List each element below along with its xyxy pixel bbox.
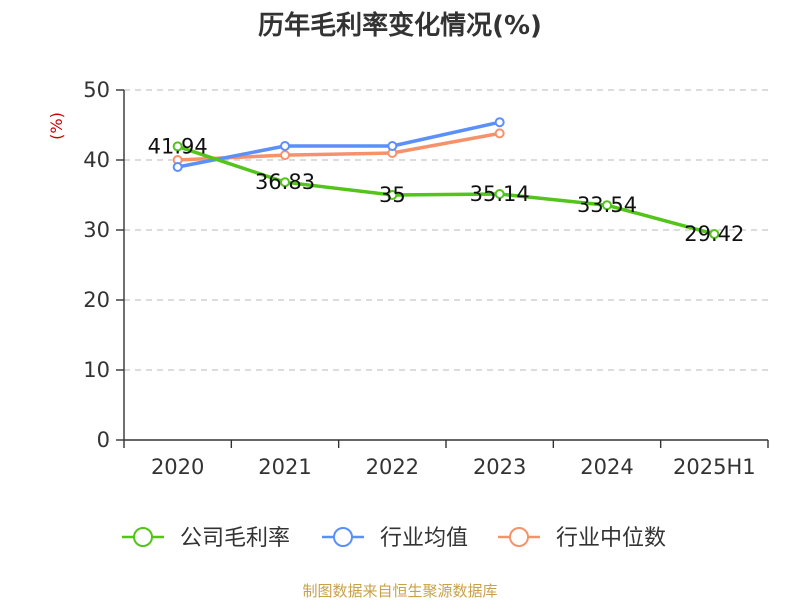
series-3-point-2023 <box>494 128 505 139</box>
series-1-point-2025H1 <box>709 229 720 240</box>
y-tick-label-20: 20 <box>83 288 110 312</box>
axes: 0 10 20 30 40 50 2020 2021 2022 2023 2024 2025H1 <box>83 78 769 479</box>
legend-marker <box>509 527 529 547</box>
x-tick-label-2020: 2020 <box>151 455 204 479</box>
legend-label: 行业中位数 <box>556 526 666 551</box>
series-2-point-2023 <box>494 117 505 128</box>
x-tick-label-2022: 2022 <box>366 455 419 479</box>
x-tick-label-2021: 2021 <box>258 455 311 479</box>
y-tick-label-0: 0 <box>97 428 110 452</box>
legend-label: 公司毛利率 <box>180 526 290 551</box>
x-tick-label-2024: 2024 <box>580 455 633 479</box>
series-line-2 <box>177 120 501 169</box>
gridlines <box>124 89 768 371</box>
legend-item-2: 行业均值 <box>322 526 468 551</box>
legend-marker <box>333 527 353 547</box>
series-1-point-2024 <box>602 200 612 211</box>
legend: 公司毛利率 行业均值 行业中位数 <box>122 526 666 551</box>
series-1-point-2021 <box>280 177 290 188</box>
legend-item-3: 行业中位数 <box>498 526 666 551</box>
data-label-2021: 36.83 <box>255 170 315 194</box>
legend-marker <box>133 527 153 547</box>
series-1 <box>172 141 720 240</box>
data-label-2024: 33.54 <box>577 193 637 217</box>
series-2 <box>172 117 505 172</box>
series-1-point-2020 <box>172 141 183 152</box>
series-1-point-2022 <box>387 190 398 200</box>
data-label-2023: 35.14 <box>470 182 530 206</box>
data-label-2025H1: 29.42 <box>684 222 744 246</box>
y-tick-label-50: 50 <box>83 78 110 102</box>
x-tick-label-2025H1: 2025H1 <box>673 455 756 479</box>
y-tick-label-10: 10 <box>83 358 110 382</box>
series-1-point-2023 <box>494 189 505 200</box>
data-label-2020: 41.94 <box>148 134 208 158</box>
series-line-1 <box>177 144 715 236</box>
series-2-point-2022 <box>387 141 398 151</box>
legend-label: 行业均值 <box>380 526 468 551</box>
series-2-point-2021 <box>280 141 290 151</box>
series-2-point-2020 <box>172 162 183 172</box>
y-tick-label-30: 30 <box>83 218 110 242</box>
series-layer <box>172 117 720 240</box>
chart-title: 历年毛利率变化情况(%) <box>258 10 542 41</box>
y-axis-label: (%) <box>47 112 66 140</box>
legend-item-1: 公司毛利率 <box>122 526 290 551</box>
x-tick-label-2023: 2023 <box>473 455 526 479</box>
series-3-point-2021 <box>280 150 290 161</box>
data-label-2022: 35 <box>379 183 406 207</box>
y-tick-label-40: 40 <box>83 148 110 172</box>
source-note: 制图数据来自恒生聚源数据库 <box>302 582 497 600</box>
data-labels: 41.94 36.83 35 35.14 33.54 29.42 <box>148 134 745 246</box>
